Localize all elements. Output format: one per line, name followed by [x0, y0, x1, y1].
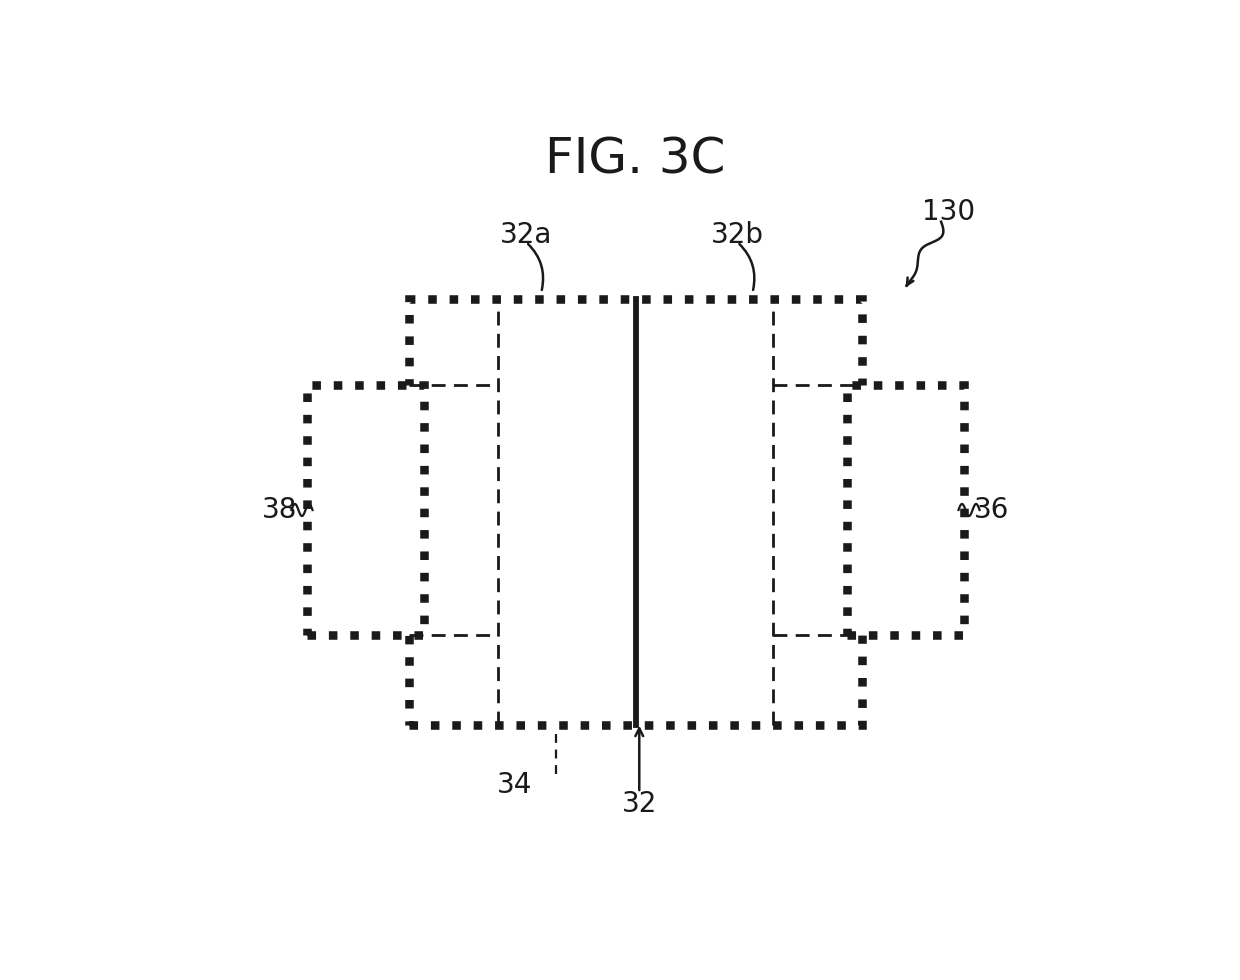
- Text: 38: 38: [262, 496, 298, 524]
- Bar: [847, 385, 963, 634]
- Text: 32a: 32a: [500, 220, 552, 249]
- Text: 32b: 32b: [711, 220, 764, 249]
- Text: FIG. 3C: FIG. 3C: [546, 135, 725, 183]
- Text: 130: 130: [923, 198, 975, 226]
- Text: 36: 36: [973, 496, 1009, 524]
- Bar: [308, 385, 424, 634]
- Bar: [409, 299, 862, 725]
- Text: 34: 34: [497, 771, 532, 800]
- Text: 32: 32: [621, 790, 657, 818]
